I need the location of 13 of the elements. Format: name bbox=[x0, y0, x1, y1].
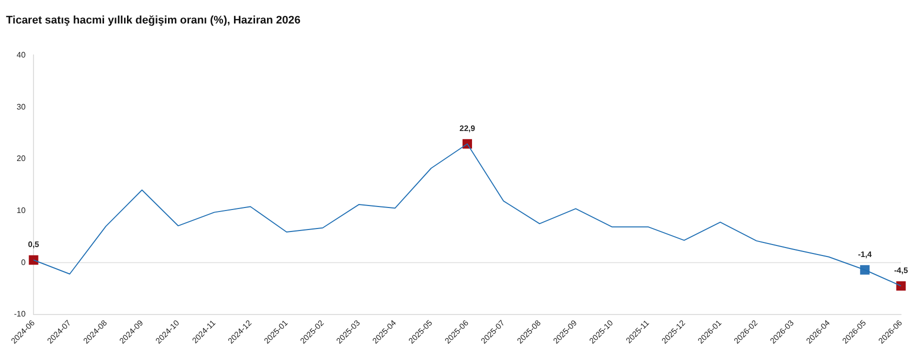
data-label: 0,5 bbox=[28, 240, 40, 250]
data-label: -4,5 bbox=[894, 266, 908, 276]
y-tick-label: 10 bbox=[16, 206, 26, 215]
chart-title: Ticaret satış hacmi yıllık değişim oranı (%), Haziran 2026 bbox=[6, 14, 300, 27]
y-tick-label: -10 bbox=[14, 310, 26, 319]
data-label: 22,9 bbox=[459, 124, 476, 134]
y-tick-label: 40 bbox=[16, 50, 26, 60]
y-tick-label: 20 bbox=[16, 154, 26, 164]
point bbox=[896, 281, 906, 291]
y-tick-label: 30 bbox=[16, 102, 26, 112]
y-tick-label: 0 bbox=[21, 258, 26, 267]
point bbox=[28, 255, 38, 265]
data-label: -1,4 bbox=[858, 250, 872, 260]
